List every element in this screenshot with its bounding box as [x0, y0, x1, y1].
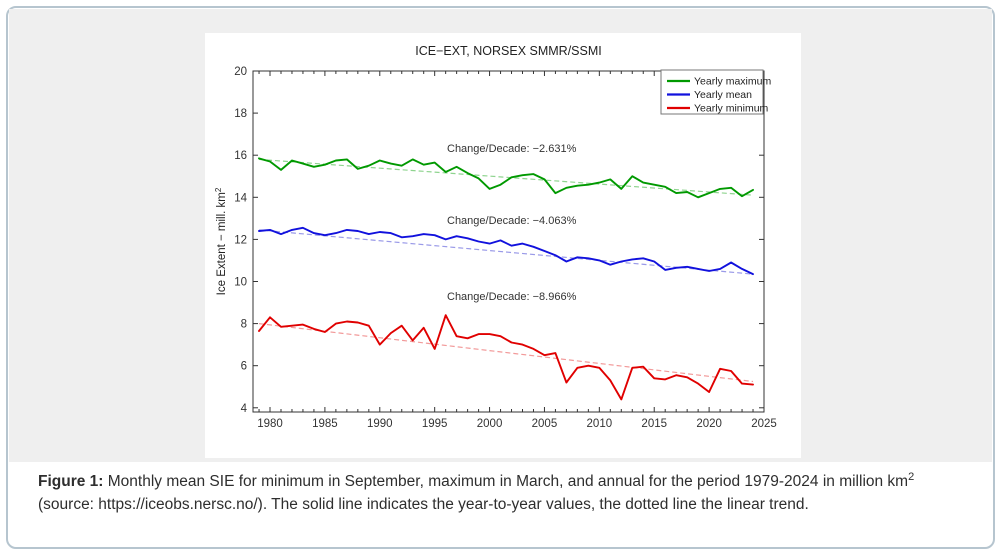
y-tick-label: 12 — [234, 234, 247, 246]
trend-line-yearly-minimum — [258, 322, 754, 383]
legend-label-yearly-maximum: Yearly maximum — [694, 76, 771, 88]
y-tick-label: 10 — [234, 276, 247, 288]
y-tick-label: 6 — [241, 361, 247, 373]
x-tick-label: 1985 — [312, 418, 338, 430]
figure-caption-label: Figure 1: — [38, 473, 104, 491]
figure-caption-superscript: 2 — [908, 471, 915, 483]
y-axis-label: Ice Extent − mill. km2 — [214, 187, 228, 295]
annotation-yearly-maximum: Change/Decade: −2.631% — [447, 143, 577, 155]
chart-panel: ICE−EXT, NORSEX SMMR/SSMI 1980 1985 1990 199… — [205, 33, 801, 458]
y-tick-label: 16 — [234, 150, 247, 162]
annotation-yearly-mean: Change/Decade: −4.063% — [447, 215, 577, 227]
y-tick-label: 8 — [241, 319, 247, 331]
trend-line-yearly-mean — [258, 229, 754, 275]
x-tick-label: 1990 — [367, 418, 393, 430]
legend-label-yearly-minimum: Yearly minimum — [694, 103, 769, 115]
y-tick-label: 20 — [234, 66, 247, 78]
axis-box — [252, 70, 765, 413]
chart-title: ICE−EXT, NORSEX SMMR/SSMI — [415, 44, 602, 58]
x-tick-label: 2000 — [477, 418, 503, 430]
x-tick-label: 2025 — [751, 418, 777, 430]
x-tick-label: 2010 — [587, 418, 613, 430]
figure-caption-text-main: Monthly mean SIE for minimum in Septembe… — [103, 473, 909, 491]
figure-caption: Figure 1: Monthly mean SIE for minimum i… — [38, 470, 970, 516]
figure-caption-text-rest: (source: https://iceobs.nersc.no/). The … — [38, 495, 809, 513]
series-line-yearly-maximum — [258, 157, 754, 199]
x-tick-label: 2015 — [641, 418, 667, 430]
x-axis-ticks: 1980 1985 1990 1995 2000 2005 2010 2015 2020 2025 — [257, 71, 777, 430]
x-tick-label: 2005 — [532, 418, 558, 430]
x-tick-label: 2020 — [696, 418, 722, 430]
trend-line-yearly-maximum — [258, 158, 754, 196]
series-line-yearly-mean — [258, 226, 754, 276]
y-tick-label: 14 — [234, 192, 247, 204]
x-tick-label: 1980 — [257, 418, 283, 430]
x-tick-label: 1995 — [422, 418, 448, 430]
legend-label-yearly-mean: Yearly mean — [694, 89, 752, 101]
y-tick-label: 4 — [241, 403, 248, 415]
ice-extent-chart: ICE−EXT, NORSEX SMMR/SSMI 1980 1985 1990 199… — [214, 44, 777, 430]
annotation-yearly-minimum: Change/Decade: −8.966% — [447, 291, 577, 303]
y-tick-label: 18 — [234, 108, 247, 120]
legend-box — [660, 69, 764, 115]
series-line-yearly-minimum — [258, 314, 754, 401]
y-axis-ticks: 4 6 8 10 12 14 16 18 20 — [234, 66, 764, 415]
